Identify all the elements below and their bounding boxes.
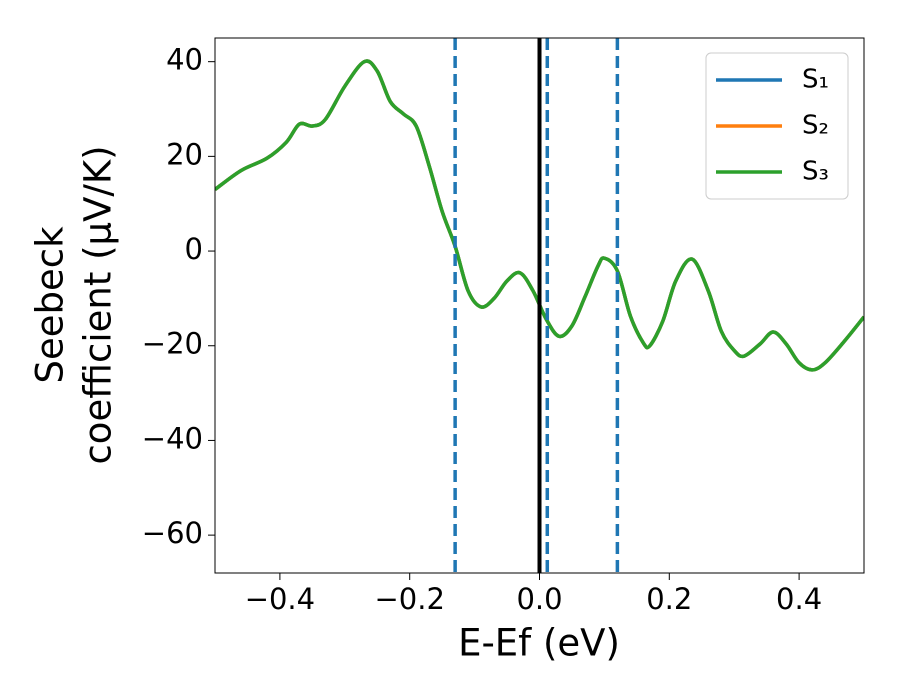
x-tick-label: 0.4 xyxy=(776,582,822,616)
x-tick-label: −0.4 xyxy=(245,582,315,616)
plot-frame xyxy=(214,37,865,574)
y-tick-label: −60 xyxy=(142,516,203,550)
plot-area xyxy=(215,38,864,573)
x-tick-label: 0.2 xyxy=(646,582,692,616)
x-tick-label: −0.2 xyxy=(374,582,444,616)
y-axis-label: Seebeck xyxy=(29,226,72,384)
y-axis-label: coefficient (μV/K) xyxy=(77,145,120,464)
line xyxy=(215,59,864,372)
legend-label: S₂ xyxy=(802,111,829,141)
y-tick-label: 0 xyxy=(185,232,203,266)
y-tick-label: −40 xyxy=(142,421,203,455)
y-tick-label: 20 xyxy=(166,137,203,171)
y-tick-label: −20 xyxy=(142,327,203,361)
x-tick-label: 0.0 xyxy=(516,582,562,616)
x-axis-label: E-Ef (eV) xyxy=(458,622,620,665)
legend-label: S₃ xyxy=(802,157,829,187)
y-tick-label: 40 xyxy=(166,43,203,77)
legend-label: S₁ xyxy=(802,65,829,95)
